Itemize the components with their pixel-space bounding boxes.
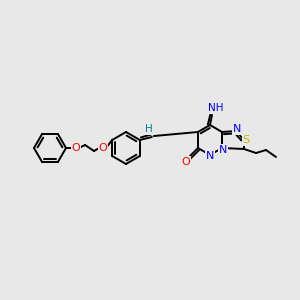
Text: O: O xyxy=(182,157,190,167)
Text: H: H xyxy=(145,124,153,134)
Text: S: S xyxy=(242,135,250,145)
Text: N: N xyxy=(219,145,227,155)
Text: NH: NH xyxy=(208,103,224,113)
Text: N: N xyxy=(233,124,241,134)
Text: O: O xyxy=(99,143,107,153)
Text: O: O xyxy=(72,143,80,153)
Text: N: N xyxy=(206,151,214,161)
